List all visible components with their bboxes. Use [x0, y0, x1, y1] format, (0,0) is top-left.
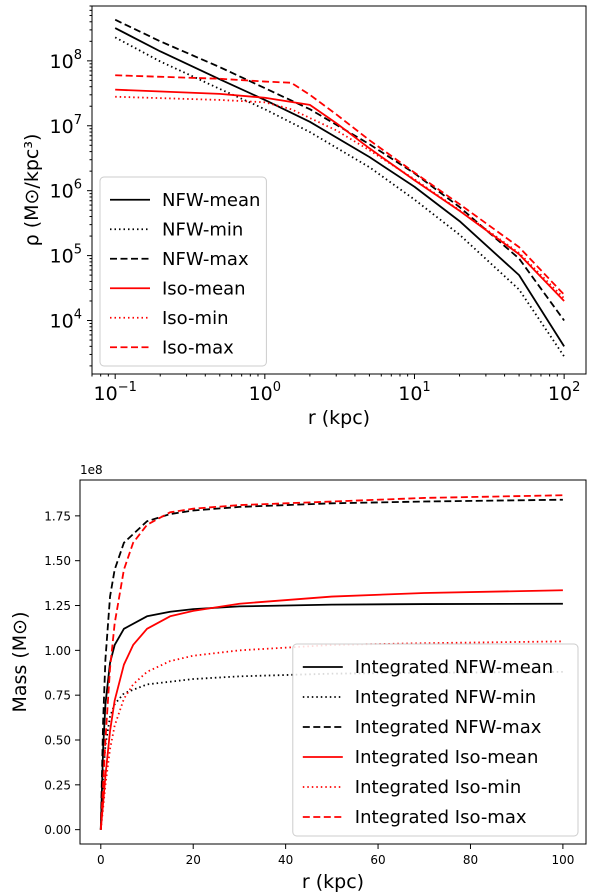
series-line-iso-min [115, 95, 565, 299]
x-tick-label: 10−1 [94, 380, 137, 405]
y-tick-label: 104 [50, 308, 82, 333]
series-line-integrated-iso-mean [99, 589, 563, 830]
series-line-iso-max [115, 74, 565, 296]
legend-label: NFW-min [162, 219, 243, 240]
series-line-integrated-nfw-mean [99, 602, 563, 830]
legend-label: NFW-max [162, 249, 249, 270]
series-line-nfw-mean [114, 27, 565, 347]
x-tick-label: 101 [398, 380, 430, 405]
legend-label: Iso-mean [162, 278, 246, 299]
y-tick-label: 1.50 [44, 554, 71, 568]
x-tick-label: 0 [97, 853, 105, 867]
y-axis-label: ρ (M⊙/kpc³) [21, 134, 43, 247]
x-tick-label: 40 [278, 853, 293, 867]
y-tick-label: 0.25 [44, 778, 71, 792]
y-tick-label: 106 [50, 178, 82, 203]
plot-frame [79, 479, 587, 845]
legend-box [99, 176, 267, 367]
legend-label: Integrated NFW-max [355, 717, 542, 738]
y-tick-label: 0.75 [44, 689, 71, 703]
x-tick-label: 60 [370, 853, 385, 867]
legend-label: Integrated Iso-max [355, 807, 527, 828]
plot-frame [91, 5, 587, 375]
series-line-integrated-iso-max [99, 494, 563, 830]
y-tick-label: 1.00 [44, 644, 71, 658]
y-tick-label: 108 [50, 48, 82, 73]
legend-label: Integrated Iso-min [355, 777, 521, 798]
y-offset-label: 1e8 [80, 463, 103, 477]
y-tick-label: 0.00 [44, 823, 71, 837]
y-axis-label: Mass (M⊙) [9, 611, 31, 712]
x-tick-label: 102 [548, 380, 580, 405]
series-group [114, 18, 565, 357]
y-tick-label: 105 [50, 243, 82, 268]
x-tick-label: 20 [186, 853, 201, 867]
x-axis-label: r (kpc) [302, 871, 364, 893]
legend-label: Iso-min [162, 308, 228, 329]
density-profile-chart: 10−1 100 101 102 104 105 106 107 108 r (kpc) ρ (M⊙… [21, 5, 587, 429]
y-tick-label: 1.75 [44, 509, 71, 523]
y-tick-label: 107 [50, 113, 82, 138]
series-line-integrated-nfw-max [99, 498, 563, 830]
legend-box [292, 643, 579, 837]
x-tick-label: 100 [249, 380, 281, 405]
x-tick-label: 80 [463, 853, 478, 867]
series-line-integrated-nfw-min [99, 670, 563, 830]
y-tick-label: 1.25 [44, 599, 71, 613]
legend: Integrated NFW-mean Integrated NFW-min Int… [292, 643, 579, 837]
legend-label: Integrated Iso-mean [355, 747, 539, 768]
legend-label: NFW-mean [162, 190, 260, 211]
legend-label: Integrated NFW-mean [355, 657, 553, 678]
x-axis-label: r (kpc) [308, 407, 370, 429]
legend: NFW-mean NFW-min NFW-max Iso-mean Iso-min Iso… [99, 176, 267, 367]
y-tick-label: 0.50 [44, 734, 71, 748]
legend-label: Integrated NFW-min [355, 687, 536, 708]
x-tick-label: 100 [551, 853, 574, 867]
legend-label: Iso-max [162, 337, 234, 358]
integrated-mass-chart: 0 20 40 60 80 100 0.00 0.25 0.50 0.75 1.00 1.25 1.50… [9, 463, 587, 893]
